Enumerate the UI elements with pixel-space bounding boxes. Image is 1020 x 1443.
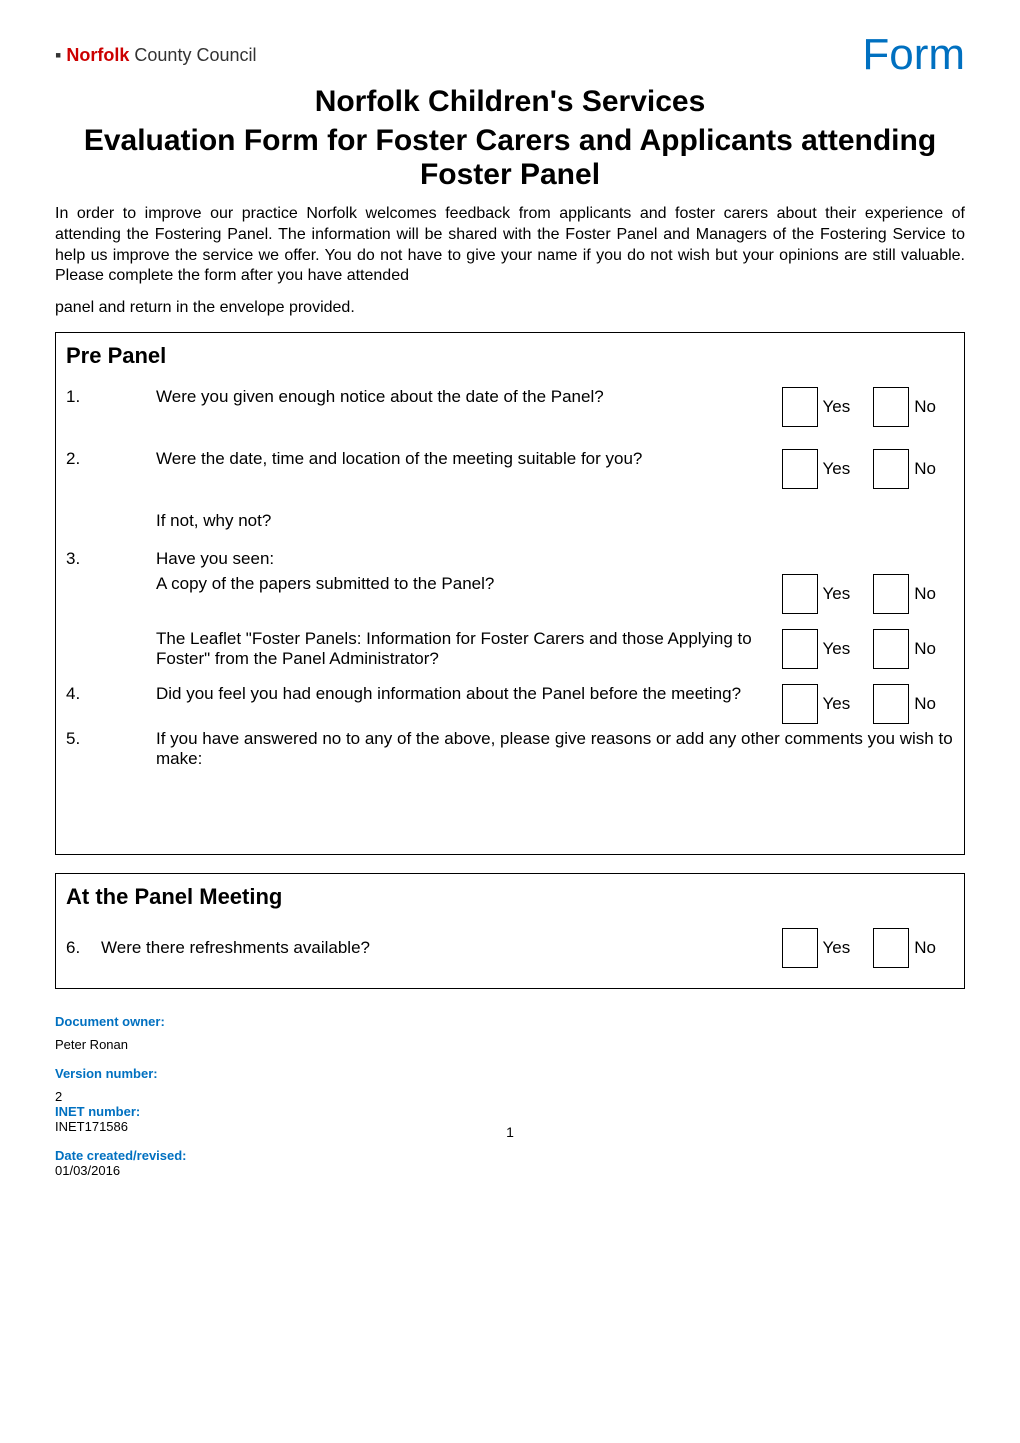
pre-panel-section: Pre Panel 1. Were you given enough notic… xyxy=(55,332,965,855)
q3a-yes-checkbox[interactable] xyxy=(782,574,818,614)
q4-yes-checkbox[interactable] xyxy=(782,684,818,724)
form-label: Form xyxy=(862,30,965,80)
q1-text: Were you given enough notice about the d… xyxy=(156,387,782,407)
q3b-yes-checkbox[interactable] xyxy=(782,629,818,669)
page-number: 1 xyxy=(358,1124,661,1140)
q3a-text: A copy of the papers submitted to the Pa… xyxy=(156,574,782,594)
q3b-options: Yes No xyxy=(782,629,954,669)
q2-no-label: No xyxy=(914,459,936,479)
q3b-no-checkbox[interactable] xyxy=(873,629,909,669)
date-value: 01/03/2016 xyxy=(55,1163,965,1178)
q1-yes-label: Yes xyxy=(823,397,851,417)
doc-owner-value: Peter Ronan xyxy=(55,1037,965,1052)
date-label: Date created/revised: xyxy=(55,1148,965,1163)
q3a-options: Yes No xyxy=(782,574,954,614)
q5-text: If you have answered no to any of the ab… xyxy=(156,729,954,769)
q3a-no-checkbox[interactable] xyxy=(873,574,909,614)
logo: ▪ Norfolk County Council xyxy=(55,45,256,66)
q3a-no-label: No xyxy=(914,584,936,604)
logo-suffix: County Council xyxy=(129,45,256,65)
q3b-row: The Leaflet "Foster Panels: Information … xyxy=(66,629,954,669)
q3-intro: Have you seen: xyxy=(156,549,954,569)
logo-icon: ▪ xyxy=(55,45,61,65)
q4-options: Yes No xyxy=(782,684,954,724)
q6-no-checkbox[interactable] xyxy=(873,928,909,968)
intro-paragraph: In order to improve our practice Norfolk… xyxy=(55,204,965,287)
q6-no-label: No xyxy=(914,938,936,958)
q3-num: 3. xyxy=(66,549,156,569)
doc-owner-label: Document owner: xyxy=(55,1014,965,1029)
q2-text: Were the date, time and location of the … xyxy=(156,449,782,469)
q1-num: 1. xyxy=(66,387,156,407)
q2-no-checkbox[interactable] xyxy=(873,449,909,489)
footer: Document owner: Peter Ronan Version numb… xyxy=(55,1014,965,1178)
q3a-yes-label: Yes xyxy=(823,584,851,604)
question-2-row: 2. Were the date, time and location of t… xyxy=(66,449,954,489)
q3b-yes-label: Yes xyxy=(823,639,851,659)
version-label: Version number: xyxy=(55,1066,965,1081)
q4-no-checkbox[interactable] xyxy=(873,684,909,724)
q6-yes-checkbox[interactable] xyxy=(782,928,818,968)
q1-yes-checkbox[interactable] xyxy=(782,387,818,427)
q1-options: Yes No xyxy=(782,387,954,427)
inet-label: INET number: xyxy=(55,1104,965,1119)
q2-options: Yes No xyxy=(782,449,954,489)
logo-bold-text: Norfolk xyxy=(66,45,129,65)
question-4-row: 4. Did you feel you had enough informati… xyxy=(66,684,954,724)
question-6-row: 6. Were there refreshments available? Ye… xyxy=(66,928,954,968)
q2-subquestion: If not, why not? xyxy=(156,511,954,531)
page-title-line1: Norfolk Children's Services xyxy=(55,85,965,119)
section-title-at-panel: At the Panel Meeting xyxy=(66,884,954,910)
at-panel-meeting-section: At the Panel Meeting 6. Were there refre… xyxy=(55,873,965,989)
intro-return: panel and return in the envelope provide… xyxy=(55,299,965,317)
question-1-row: 1. Were you given enough notice about th… xyxy=(66,387,954,427)
q2-yes-checkbox[interactable] xyxy=(782,449,818,489)
page-title-line2: Evaluation Form for Foster Carers and Ap… xyxy=(55,124,965,192)
q4-no-label: No xyxy=(914,694,936,714)
q3b-no-label: No xyxy=(914,639,936,659)
question-3-row: 3. Have you seen: xyxy=(66,549,954,569)
q5-num: 5. xyxy=(66,729,156,749)
q2-yes-label: Yes xyxy=(823,459,851,479)
q1-no-checkbox[interactable] xyxy=(873,387,909,427)
q4-text: Did you feel you had enough information … xyxy=(156,684,782,704)
q2-num: 2. xyxy=(66,449,156,469)
version-value: 2 xyxy=(55,1089,965,1104)
q3b-text: The Leaflet "Foster Panels: Information … xyxy=(156,629,782,669)
q6-options: Yes No xyxy=(782,928,954,968)
q4-yes-label: Yes xyxy=(823,694,851,714)
q6-num: 6. xyxy=(66,938,101,958)
q3a-row: A copy of the papers submitted to the Pa… xyxy=(66,574,954,614)
q6-yes-label: Yes xyxy=(823,938,851,958)
section-title-pre-panel: Pre Panel xyxy=(66,343,954,369)
question-5-row: 5. If you have answered no to any of the… xyxy=(66,729,954,769)
header: ▪ Norfolk County Council Form xyxy=(55,30,965,80)
inet-value: INET171586 xyxy=(55,1119,358,1134)
q4-num: 4. xyxy=(66,684,156,704)
q1-no-label: No xyxy=(914,397,936,417)
q6-text: Were there refreshments available? xyxy=(101,938,782,958)
